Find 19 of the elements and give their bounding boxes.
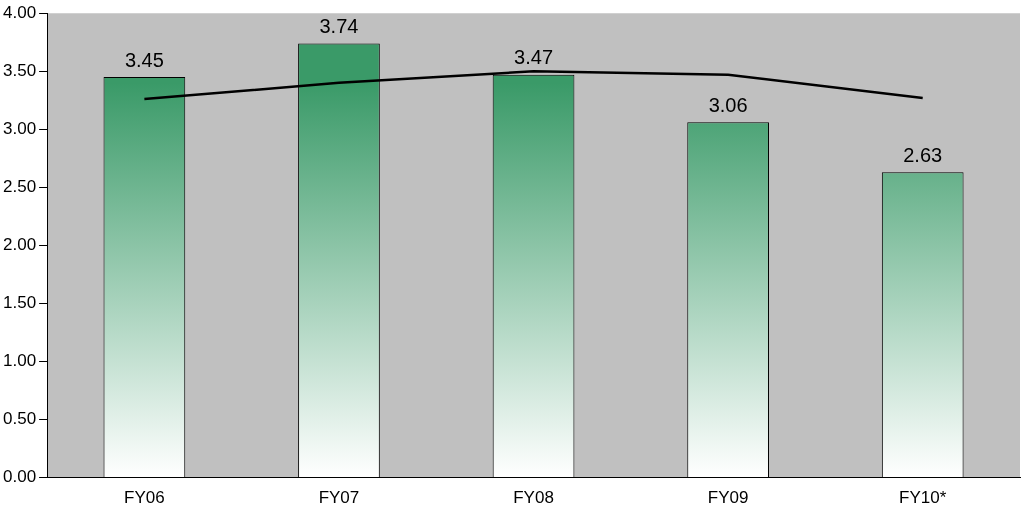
y-tick-label: 3.00: [2, 118, 37, 138]
y-tick-label: 1.00: [2, 351, 37, 371]
y-tick-label: 0.50: [2, 409, 37, 429]
y-tick-label: 0.00: [2, 467, 37, 487]
data-label: 3.74: [319, 14, 359, 37]
x-tick-label: FY10*: [899, 488, 947, 508]
x-tick-label: FY06: [124, 488, 165, 508]
x-tick-label: FY07: [318, 488, 360, 508]
y-tick-label: 1.50: [2, 293, 37, 313]
y-tick-label: 2.50: [2, 177, 37, 197]
y-tick-label: 4.00: [2, 2, 37, 22]
y-tick-label: 3.50: [2, 60, 37, 80]
data-label: 2.63: [903, 143, 943, 166]
y-tick-label: 2.00: [2, 235, 37, 255]
data-label: 3.47: [514, 46, 554, 69]
x-tick-label: FY08: [513, 488, 554, 508]
x-tick-label: FY09: [707, 488, 749, 508]
data-label: 3.45: [124, 48, 164, 71]
data-label: 3.06: [708, 93, 748, 116]
